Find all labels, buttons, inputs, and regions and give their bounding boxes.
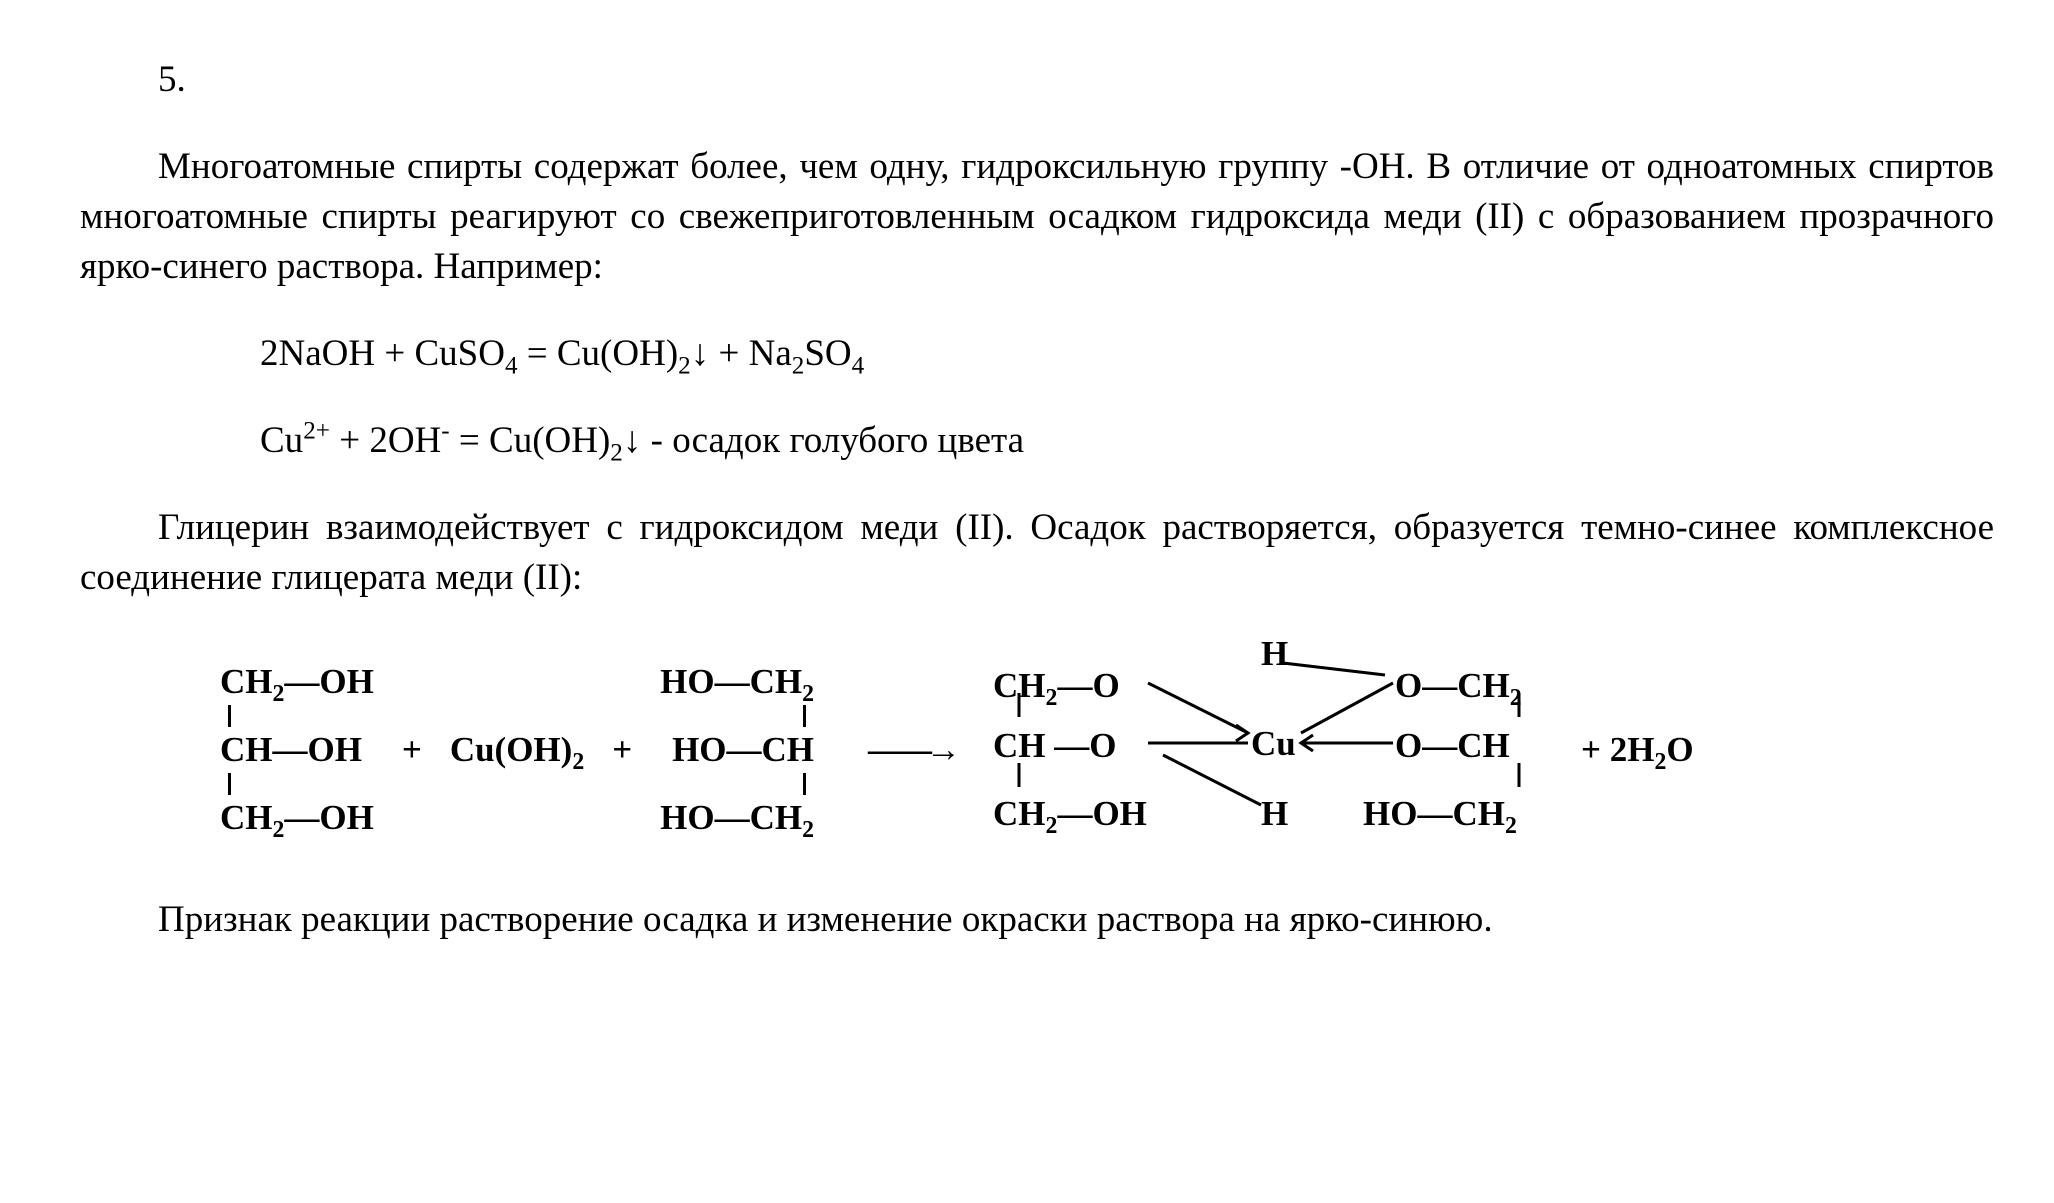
atom: O—CH2	[1395, 665, 1522, 707]
chemical-equation: CH2—OH CH—OH CH2—OH + Cu(OH)2 + HO—CH2	[220, 645, 1994, 855]
eq1-part: SO	[804, 333, 851, 374]
chem-row: CH2—OH CH—OH CH2—OH + Cu(OH)2 + HO—CH2	[220, 645, 1994, 855]
atom: + 2H	[1581, 730, 1654, 769]
atom: CH	[220, 662, 273, 701]
eq1-part: ↓ + Na	[691, 333, 792, 374]
plus-sign: +	[612, 729, 632, 771]
mol-line: HO—CH2	[660, 661, 814, 703]
glycerol-left: CH2—OH CH—OH CH2—OH	[220, 661, 374, 839]
atom-h-bottom: H	[1261, 793, 1288, 835]
copper-complex: CH2—O CH —O CH2—OH H Cu H O—CH2 O—CH H	[993, 645, 1553, 855]
cuoh2: Cu(OH)2	[450, 729, 584, 771]
eq2-part: + 2OH	[330, 420, 441, 461]
mol-line: CH—OH	[220, 729, 374, 771]
question-number: 5.	[80, 55, 1994, 105]
atom: HO—CH2	[1363, 793, 1517, 835]
paragraph-2: Глицерин взаимодействует с гидроксидом м…	[80, 503, 1994, 603]
sub: 2	[273, 817, 285, 843]
atom: HO—CH	[660, 662, 802, 701]
atom: Cu(OH)	[450, 730, 573, 769]
equation-2: Cu2+ + 2OH- = Cu(OH)2↓ - осадок голубого…	[80, 416, 1994, 466]
atom: O	[1666, 730, 1693, 769]
reaction-arrow: ——→	[868, 729, 955, 771]
eq2-sup: 2+	[303, 417, 330, 444]
mol-line: CH2—OH	[220, 797, 374, 839]
atom: CH	[993, 794, 1046, 833]
bond-vertical	[803, 773, 806, 795]
atom: O—CH	[1395, 725, 1510, 767]
sub: 2	[802, 817, 814, 843]
atom: CH2—OH	[993, 793, 1147, 835]
atom: CH2—O	[993, 665, 1120, 707]
atom: HO—CH	[1363, 794, 1505, 833]
water-product: + 2H2O	[1581, 729, 1694, 771]
atom-cu: Cu	[1251, 723, 1296, 765]
atom: —OH	[284, 798, 373, 837]
eq2-sup: -	[441, 417, 449, 444]
atom: O—CH	[1395, 666, 1510, 705]
atom: HO—CH	[660, 798, 802, 837]
bond-vertical	[803, 705, 806, 727]
sub: 2	[273, 681, 285, 707]
atom: CH —O	[993, 725, 1116, 767]
sub: 2	[572, 749, 584, 775]
plus-sign: +	[402, 729, 422, 771]
paragraph-3: Признак реакции растворение осадка и изм…	[80, 895, 1994, 945]
eq2-part: ↓ - осадок голубого цвета	[623, 420, 1024, 461]
eq1-sub: 4	[505, 352, 518, 379]
equation-1: 2NaOH + CuSO4 = Cu(OH)2↓ + Na2SO4	[80, 329, 1994, 379]
sub: 2	[1505, 813, 1517, 839]
eq1-sub: 4	[852, 352, 865, 379]
atom: —OH	[1057, 794, 1146, 833]
eq2-part: = Cu(OH)	[450, 420, 611, 461]
mol-line: CH2—OH	[220, 661, 374, 703]
atom-h-top: H	[1261, 633, 1288, 675]
sub: 2	[1654, 749, 1666, 775]
document-page: 5. Многоатомные спирты содержат более, ч…	[0, 0, 2054, 999]
atom: —OH	[284, 662, 373, 701]
eq2-sub: 2	[610, 439, 623, 466]
eq1-sub: 2	[678, 352, 691, 379]
mol-line: HO—CH	[672, 729, 814, 771]
eq1-part: 2NaOH + CuSO	[260, 333, 505, 374]
eq1-part: = Cu(OH)	[518, 333, 679, 374]
atom: —O	[1057, 666, 1119, 705]
sub: 2	[1046, 685, 1058, 711]
paragraph-1: Многоатомные спирты содержат более, чем …	[80, 142, 1994, 292]
sub: 2	[1510, 685, 1522, 711]
sub: 2	[802, 681, 814, 707]
bond-vertical	[228, 773, 231, 795]
mol-line: HO—CH2	[660, 797, 814, 839]
atom: CH	[220, 798, 273, 837]
sub: 2	[1046, 813, 1058, 839]
bond-vertical	[228, 705, 231, 727]
eq1-sub: 2	[792, 352, 805, 379]
glycerol-right: HO—CH2 HO—CH HO—CH2	[660, 661, 814, 839]
eq2-part: Cu	[260, 420, 303, 461]
atom: CH	[993, 666, 1046, 705]
